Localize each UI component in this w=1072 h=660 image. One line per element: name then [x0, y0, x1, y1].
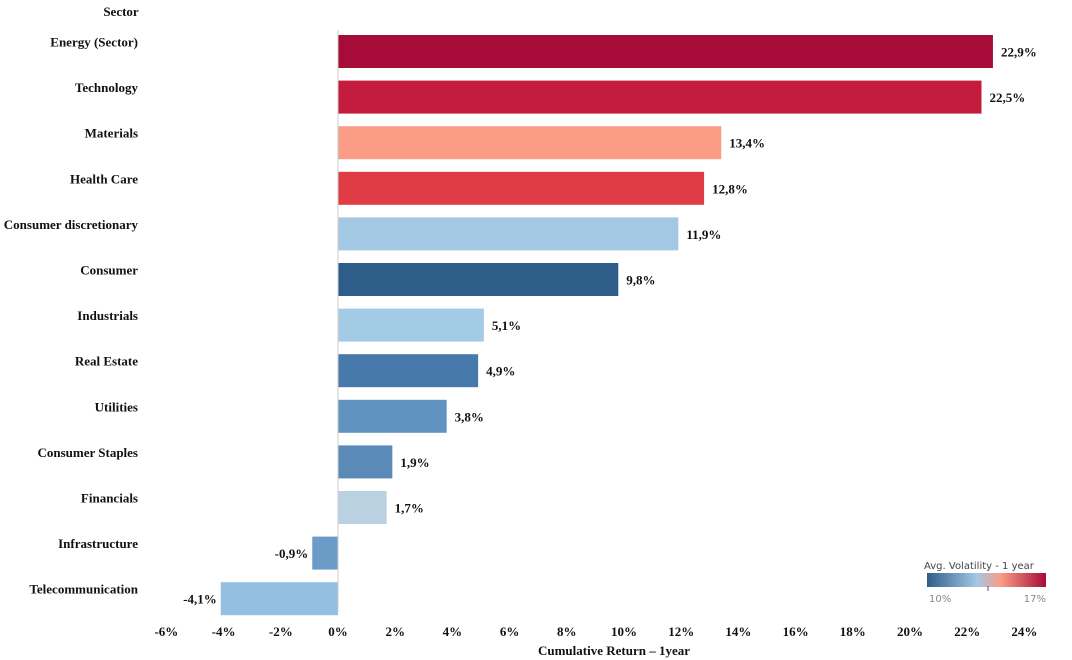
x-axis-ticks: -6% -4% -2% 0% 2% 4% 6% 8% 10% 12% 14% 16% 18% 20% 22%… [154, 624, 1037, 639]
value-label: 5,1% [492, 318, 521, 333]
x-tick-label: -4% [212, 624, 236, 639]
value-labels: 22,9% 22,5% 13,4% 12,8% 11,9% 9,8% 5,1% 4,9% 3,8… [183, 45, 1037, 607]
bar-energy-sector [338, 35, 993, 68]
x-tick-label: 18% [840, 624, 866, 639]
x-tick-label: 22% [954, 624, 980, 639]
category-label: Energy (Sector) [50, 35, 138, 50]
x-tick-label: -6% [154, 624, 178, 639]
category-label: Technology [75, 80, 139, 95]
value-label: 22,9% [1001, 45, 1037, 60]
value-label: 9,8% [626, 273, 655, 288]
legend-min-label: 10% [929, 594, 951, 605]
x-tick-label: 14% [725, 624, 751, 639]
value-label: 4,9% [486, 364, 515, 379]
x-tick-label: 16% [783, 624, 809, 639]
bars-group [220, 35, 993, 616]
category-label: Financials [81, 491, 138, 506]
bar-consumer-staples [338, 445, 393, 479]
category-header: Sector [103, 4, 139, 19]
legend-max-label: 17% [1024, 594, 1046, 605]
category-label: Real Estate [75, 354, 138, 369]
category-label: Utilities [95, 399, 138, 414]
category-label: Infrastructure [58, 536, 138, 551]
bar-telecommunication [220, 582, 338, 616]
bar-utilities [338, 399, 447, 433]
x-tick-label: 2% [385, 624, 405, 639]
bar-infrastructure [312, 536, 338, 570]
legend-gradient-bar [927, 573, 1046, 587]
value-label: 13,4% [729, 136, 765, 151]
category-label: Industrials [77, 308, 138, 323]
bar-financials [338, 491, 387, 524]
value-label: 3,8% [455, 409, 484, 424]
category-label: Consumer discretionary [4, 217, 139, 232]
category-labels: Energy (Sector) Technology Materials Health… [4, 35, 139, 597]
x-axis-title: Cumulative Return – 1year [538, 643, 690, 658]
category-label: Health Care [70, 171, 138, 186]
category-label: Materials [85, 126, 138, 141]
x-tick-label: 10% [611, 624, 637, 639]
x-tick-label: 6% [500, 624, 520, 639]
x-tick-label: 8% [557, 624, 577, 639]
bar-consumer [338, 263, 619, 296]
value-label: 11,9% [686, 227, 721, 242]
volatility-legend: Avg. Volatility - 1 year 10% 17% [924, 561, 1046, 605]
bar-industrials [338, 308, 484, 342]
value-label: 1,9% [400, 455, 429, 470]
value-label: 12,8% [712, 181, 748, 196]
value-label: 1,7% [395, 501, 424, 516]
value-label: 22,5% [990, 90, 1026, 105]
value-label: -4,1% [183, 592, 217, 607]
bar-consumer-discretionary [338, 217, 679, 251]
legend-title: Avg. Volatility - 1 year [924, 561, 1035, 572]
bar-health-care [338, 171, 705, 205]
category-label: Telecommunication [29, 582, 138, 597]
bar-real-estate [338, 354, 479, 388]
x-tick-label: 12% [668, 624, 694, 639]
bar-technology [338, 80, 982, 114]
x-tick-label: 4% [443, 624, 463, 639]
category-label: Consumer Staples [37, 445, 138, 460]
category-label: Consumer [80, 263, 138, 278]
x-tick-label: -2% [269, 624, 293, 639]
x-tick-label: 0% [328, 624, 348, 639]
x-tick-label: 20% [897, 624, 923, 639]
x-tick-label: 24% [1011, 624, 1037, 639]
bar-materials [338, 126, 722, 160]
value-label: -0,9% [275, 546, 309, 561]
